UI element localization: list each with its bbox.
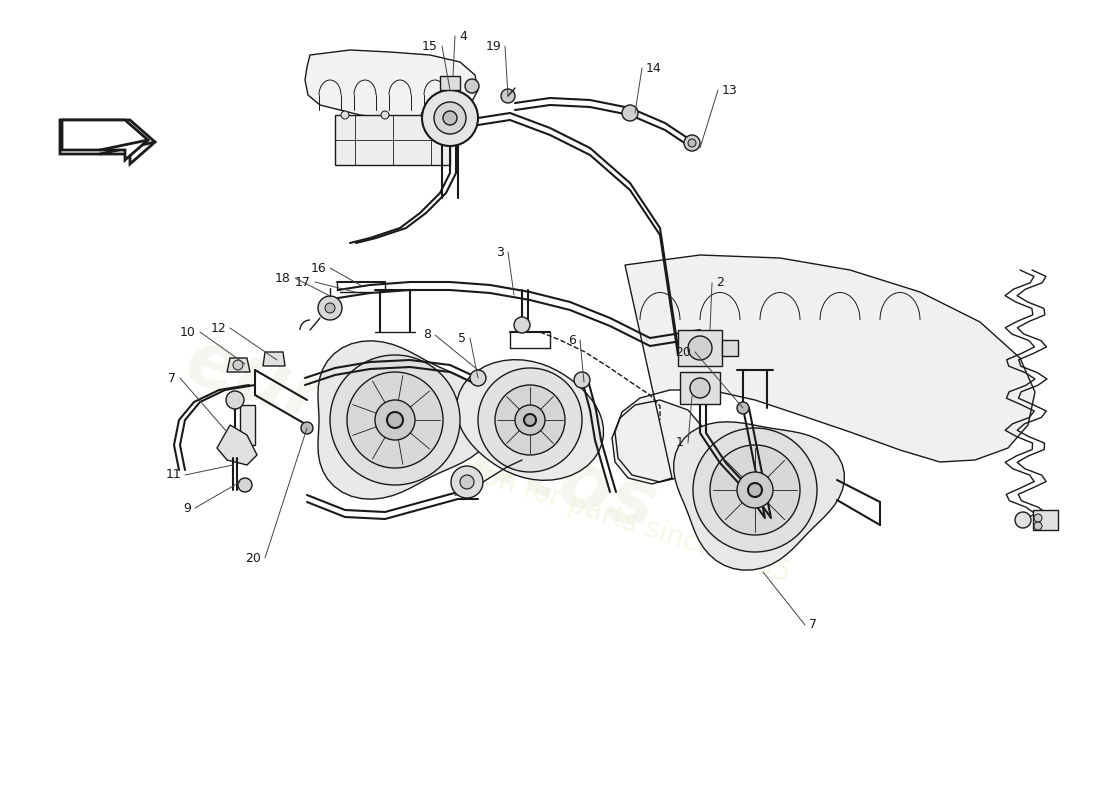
Text: 11: 11 — [165, 469, 182, 482]
Text: 17: 17 — [295, 275, 311, 289]
Circle shape — [737, 472, 773, 508]
Circle shape — [233, 360, 243, 370]
Circle shape — [421, 111, 429, 119]
Circle shape — [514, 317, 530, 333]
Text: 20: 20 — [245, 551, 261, 565]
Circle shape — [443, 111, 456, 125]
Circle shape — [456, 111, 464, 119]
Circle shape — [318, 296, 342, 320]
Text: europautos: europautos — [175, 324, 666, 546]
Polygon shape — [227, 358, 250, 372]
Polygon shape — [60, 120, 155, 164]
Circle shape — [330, 355, 460, 485]
Circle shape — [748, 483, 762, 497]
Text: 7: 7 — [168, 371, 176, 385]
Circle shape — [515, 405, 544, 435]
Text: 6: 6 — [568, 334, 576, 346]
Circle shape — [574, 372, 590, 388]
Text: 16: 16 — [310, 262, 326, 274]
Circle shape — [693, 428, 817, 552]
Circle shape — [434, 102, 466, 134]
Circle shape — [465, 79, 478, 93]
Circle shape — [500, 89, 515, 103]
Polygon shape — [318, 341, 495, 499]
Text: 4: 4 — [459, 30, 466, 42]
Polygon shape — [680, 372, 720, 404]
Polygon shape — [263, 352, 285, 366]
Circle shape — [324, 303, 336, 313]
Polygon shape — [673, 422, 845, 570]
Polygon shape — [456, 360, 604, 480]
Text: 18: 18 — [275, 271, 292, 285]
Text: 15: 15 — [422, 39, 438, 53]
Polygon shape — [240, 405, 255, 445]
Circle shape — [1015, 512, 1031, 528]
Text: 7: 7 — [808, 618, 817, 631]
Circle shape — [524, 414, 536, 426]
Circle shape — [1034, 514, 1042, 522]
Circle shape — [471, 371, 485, 385]
Circle shape — [460, 475, 474, 489]
Circle shape — [375, 400, 415, 440]
Polygon shape — [440, 76, 460, 90]
Circle shape — [226, 391, 244, 409]
Text: 1: 1 — [676, 437, 684, 450]
Circle shape — [387, 412, 403, 428]
Polygon shape — [612, 255, 1035, 484]
Circle shape — [621, 105, 638, 121]
Circle shape — [1034, 522, 1042, 530]
Text: 20: 20 — [675, 346, 691, 358]
Polygon shape — [62, 120, 149, 160]
Text: 14: 14 — [646, 62, 662, 74]
Circle shape — [684, 135, 700, 151]
Text: 3: 3 — [496, 246, 504, 258]
Text: 5: 5 — [458, 331, 466, 345]
Circle shape — [346, 372, 443, 468]
Polygon shape — [217, 425, 257, 465]
Polygon shape — [336, 115, 450, 165]
Polygon shape — [1033, 510, 1058, 530]
Circle shape — [422, 90, 478, 146]
Circle shape — [381, 111, 389, 119]
Text: 9: 9 — [183, 502, 191, 514]
Text: 19: 19 — [485, 39, 501, 53]
Text: 8: 8 — [424, 329, 431, 342]
Circle shape — [710, 445, 800, 535]
Text: a passion for parts since 1985: a passion for parts since 1985 — [386, 432, 794, 588]
Polygon shape — [678, 330, 722, 366]
Circle shape — [737, 402, 749, 414]
Circle shape — [495, 385, 565, 455]
Text: 12: 12 — [210, 322, 225, 334]
Circle shape — [341, 111, 349, 119]
Circle shape — [470, 370, 486, 386]
Polygon shape — [722, 340, 738, 356]
Circle shape — [690, 378, 710, 398]
Text: 2: 2 — [716, 277, 724, 290]
Polygon shape — [305, 50, 478, 122]
Text: 13: 13 — [722, 83, 738, 97]
Circle shape — [238, 478, 252, 492]
Text: 10: 10 — [180, 326, 196, 338]
Circle shape — [688, 139, 696, 147]
Circle shape — [688, 336, 712, 360]
Circle shape — [478, 368, 582, 472]
Circle shape — [301, 422, 314, 434]
Circle shape — [451, 466, 483, 498]
